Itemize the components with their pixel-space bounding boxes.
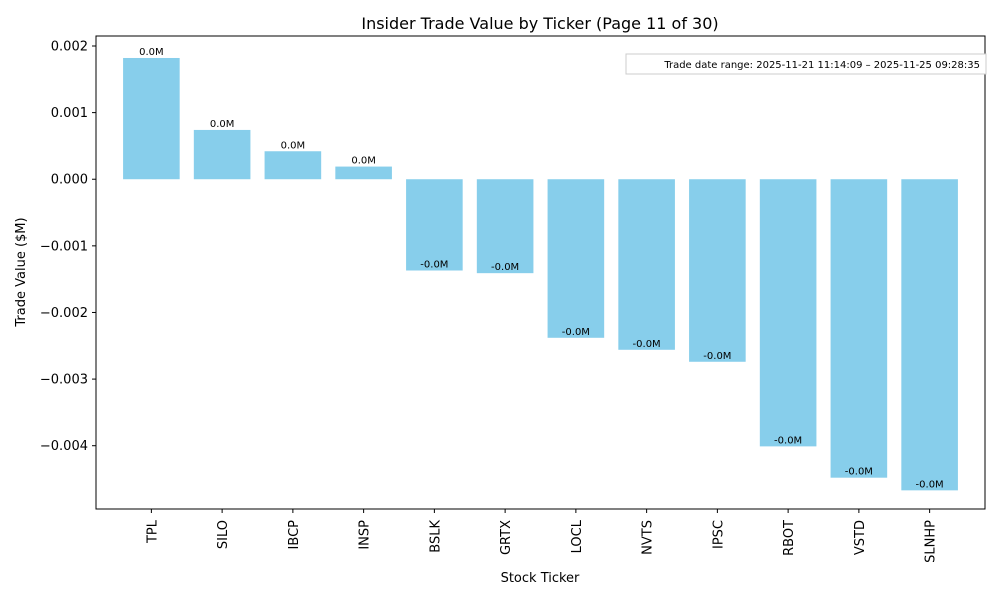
y-axis-label: Trade Value ($M) bbox=[14, 217, 29, 327]
bar-value-label: -0.0M bbox=[562, 327, 590, 338]
y-tick-label: −0.003 bbox=[40, 373, 88, 388]
chart-title: Insider Trade Value by Ticker (Page 11 o… bbox=[361, 14, 718, 33]
bar bbox=[830, 179, 888, 478]
x-tick-label: NVTS bbox=[641, 520, 656, 555]
bar bbox=[689, 179, 746, 362]
x-tick-label: LOCL bbox=[570, 519, 585, 553]
bar-value-label: 0.0M bbox=[139, 47, 164, 58]
bar bbox=[123, 57, 180, 180]
x-tick-label: INSP bbox=[358, 520, 373, 550]
bar bbox=[193, 129, 251, 180]
x-tick-label: BSLK bbox=[428, 520, 443, 553]
bar-value-label: -0.0M bbox=[491, 262, 519, 273]
bar bbox=[476, 179, 534, 274]
bar-value-label: -0.0M bbox=[845, 467, 873, 478]
plot-frame bbox=[95, 35, 986, 510]
bar bbox=[335, 166, 392, 180]
bar-value-label: -0.0M bbox=[633, 339, 661, 350]
date-range-annotation: Trade date range: 2025-11-21 11:14:09 – … bbox=[663, 60, 980, 71]
annotation-box: Trade date range: 2025-11-21 11:14:09 – … bbox=[625, 53, 987, 75]
bar bbox=[618, 179, 675, 350]
y-tick-label: −0.001 bbox=[40, 239, 88, 254]
y-tick-label: 0.002 bbox=[51, 39, 88, 54]
bar-value-label: -0.0M bbox=[420, 260, 448, 271]
y-tick-label: 0.001 bbox=[51, 106, 88, 121]
bar bbox=[759, 179, 817, 447]
annotation-background bbox=[625, 53, 987, 75]
bar-value-label: 0.0M bbox=[281, 140, 306, 151]
bar bbox=[264, 151, 322, 180]
y-tick-label: 0.000 bbox=[51, 173, 88, 188]
x-tick-label: TPL bbox=[145, 519, 160, 544]
x-axis-label: Stock Ticker bbox=[501, 571, 580, 586]
x-tick-label: VSTD bbox=[853, 520, 868, 555]
bar bbox=[547, 179, 605, 338]
bar bbox=[406, 179, 463, 271]
x-tick-label: IPSC bbox=[711, 520, 726, 549]
bar-value-label: -0.0M bbox=[916, 479, 944, 490]
x-tick-label: GRTX bbox=[499, 520, 514, 555]
bar-value-label: 0.0M bbox=[210, 119, 235, 130]
x-tick-label: SLNHP bbox=[924, 520, 939, 563]
bar bbox=[901, 179, 958, 491]
bar-value-label: -0.0M bbox=[703, 351, 731, 362]
bar-value-label: 0.0M bbox=[351, 156, 376, 167]
y-tick-label: −0.002 bbox=[40, 306, 88, 321]
x-tick-label: RBOT bbox=[782, 520, 797, 556]
plot-area: 0.002 0.001 0.000 −0.001 −0.002 −0.003 −0.004 0… bbox=[40, 39, 958, 563]
bar-value-label: -0.0M bbox=[774, 435, 802, 446]
x-tick-label: SILO bbox=[216, 520, 231, 549]
x-tick-label: IBCP bbox=[287, 520, 302, 550]
y-tick-label: −0.004 bbox=[40, 439, 88, 454]
